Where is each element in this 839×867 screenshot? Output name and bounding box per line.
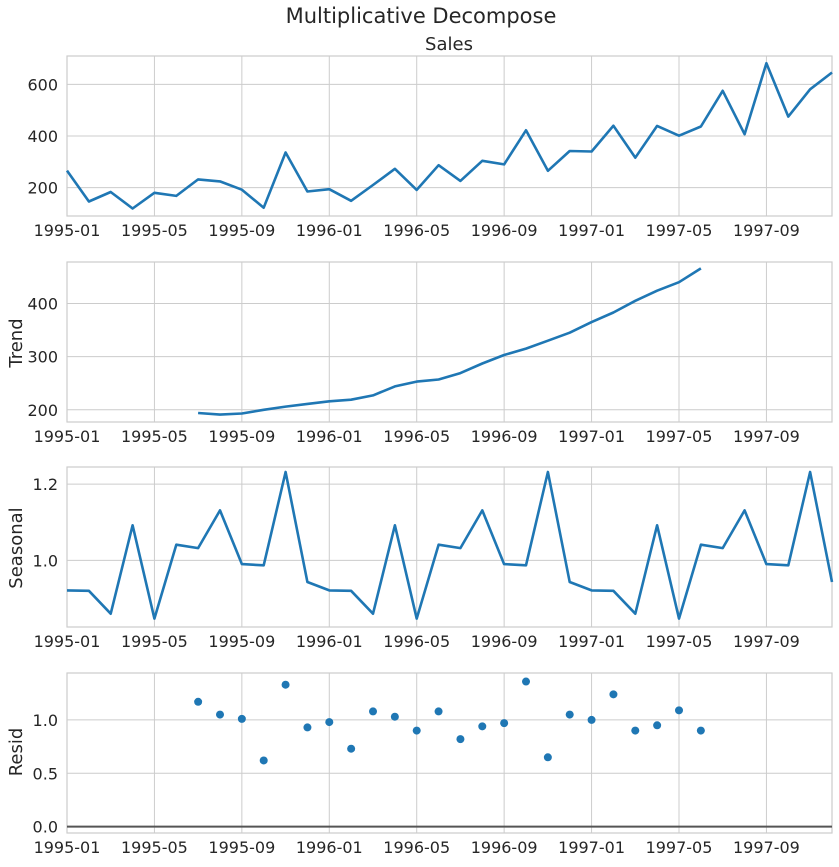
sales-xtick-label: 1997-05: [646, 221, 713, 240]
resid-point: [325, 718, 334, 727]
resid-point: [500, 719, 509, 728]
seasonal-xtick-label: 1997-05: [646, 632, 713, 651]
resid-xtick-label: 1996-09: [471, 838, 538, 857]
resid-xtick-label: 1995-05: [121, 838, 188, 857]
resid-point: [259, 756, 268, 765]
resid-xtick-label: 1997-09: [733, 838, 800, 857]
sales-xtick-label: 1995-01: [34, 221, 101, 240]
sales-xtick-label: 1997-01: [558, 221, 625, 240]
resid-point: [543, 753, 552, 762]
sales-gridlines: [66, 56, 832, 216]
trend-gridlines: [66, 262, 832, 422]
resid-point: [653, 721, 662, 730]
resid-axes-frame: [66, 672, 833, 834]
sales-ytick-label: 600: [27, 75, 58, 94]
seasonal-gridlines: [66, 467, 832, 627]
seasonal-xtick-label: 1995-09: [208, 632, 275, 651]
seasonal-xtick-label: 1997-01: [558, 632, 625, 651]
seasonal-xtick-label: 1995-01: [34, 632, 101, 651]
trend-line: [198, 267, 702, 416]
resid-ytick-label: 0.0: [33, 818, 58, 837]
trend-xtick-label: 1995-05: [121, 427, 188, 446]
sales-xtick-label: 1997-09: [733, 221, 800, 240]
resid-point: [434, 707, 443, 716]
sales-xtick-label: 1996-01: [296, 221, 363, 240]
resid-point: [303, 723, 312, 732]
sales-xtick-label: 1996-09: [471, 221, 538, 240]
seasonal-ytick-label: 1.0: [33, 551, 58, 570]
seasonal-line: [66, 470, 834, 620]
sales-xtick-label: 1996-05: [383, 221, 450, 240]
seasonal-xtick-label: 1996-09: [471, 632, 538, 651]
resid-xtick-label: 1995-09: [208, 838, 275, 857]
resid-point: [237, 714, 246, 723]
trend-xtick-label: 1996-01: [296, 427, 363, 446]
resid-xtick-label: 1996-01: [296, 838, 363, 857]
resid-ytick-label: 1.0: [33, 711, 58, 730]
trend-axes-frame: [66, 261, 833, 423]
figure-suptitle: Multiplicative Decompose: [286, 4, 557, 28]
sales-xtick-label: 1995-05: [121, 221, 188, 240]
resid-xtick-label: 1997-05: [646, 838, 713, 857]
resid-point: [631, 726, 640, 735]
resid-point: [675, 706, 683, 715]
seasonal-xtick-label: 1997-09: [733, 632, 800, 651]
seasonal-xtick-label: 1996-05: [383, 632, 450, 651]
sales-ytick-label: 400: [27, 127, 58, 146]
resid-point: [347, 744, 356, 753]
seasonal-axes-frame: [66, 466, 833, 628]
trend-ytick-label: 300: [27, 348, 58, 367]
resid-point: [281, 680, 290, 689]
resid-panel: 1995-01 1995-05 1995-09 1996-01 1996-05 1996-…: [33, 672, 833, 857]
trend-xtick-label: 1995-09: [208, 427, 275, 446]
resid-axis-label: Resid: [6, 728, 27, 777]
resid-xtick-label: 1996-05: [383, 838, 450, 857]
trend-xtick-label: 1996-09: [471, 427, 538, 446]
sales-line: [65, 61, 833, 210]
trend-ytick-label: 200: [27, 401, 58, 420]
resid-point: [609, 690, 618, 699]
trend-xtick-label: 1996-05: [383, 427, 450, 446]
sales-axes-frame: [66, 55, 833, 217]
seasonal-panel: 1995-01 1995-05 1995-09 1996-01 1996-05 1996-…: [33, 466, 834, 651]
trend-xtick-label: 1997-09: [733, 427, 800, 446]
seasonal-ytick-label: 1.2: [33, 475, 58, 494]
seasonal-xtick-label: 1996-01: [296, 632, 363, 651]
resid-point: [412, 726, 421, 735]
resid-ytick-label: 0.5: [33, 764, 58, 783]
sales-panel-title: Sales: [425, 34, 473, 55]
resid-point: [456, 735, 465, 744]
resid-point: [478, 722, 487, 731]
resid-point: [565, 710, 574, 719]
trend-ytick-label: 400: [27, 294, 58, 313]
resid-point: [216, 710, 224, 719]
resid-point: [696, 726, 705, 735]
resid-xtick-label: 1995-01: [34, 838, 101, 857]
trend-axis-label: Trend: [6, 318, 27, 368]
seasonal-xtick-label: 1995-05: [121, 632, 188, 651]
resid-point: [369, 707, 377, 716]
sales-xtick-label: 1995-09: [208, 221, 275, 240]
resid-gridlines: [66, 673, 832, 833]
resid-point: [587, 715, 596, 724]
resid-point: [390, 712, 399, 721]
sales-panel: 1995-01 1995-05 1995-09 1996-01 1996-05 1996-…: [27, 55, 833, 240]
trend-xtick-label: 1997-01: [558, 427, 625, 446]
trend-panel: 1995-01 1995-05 1995-09 1996-01 1996-05 1996-…: [27, 261, 833, 446]
resid-point: [522, 677, 530, 686]
resid-xtick-label: 1997-01: [558, 838, 625, 857]
trend-xtick-label: 1995-01: [34, 427, 101, 446]
sales-ytick-label: 200: [27, 179, 58, 198]
seasonal-axis-label: Seasonal: [6, 507, 27, 588]
trend-xtick-label: 1997-05: [646, 427, 713, 446]
resid-point: [194, 697, 203, 706]
